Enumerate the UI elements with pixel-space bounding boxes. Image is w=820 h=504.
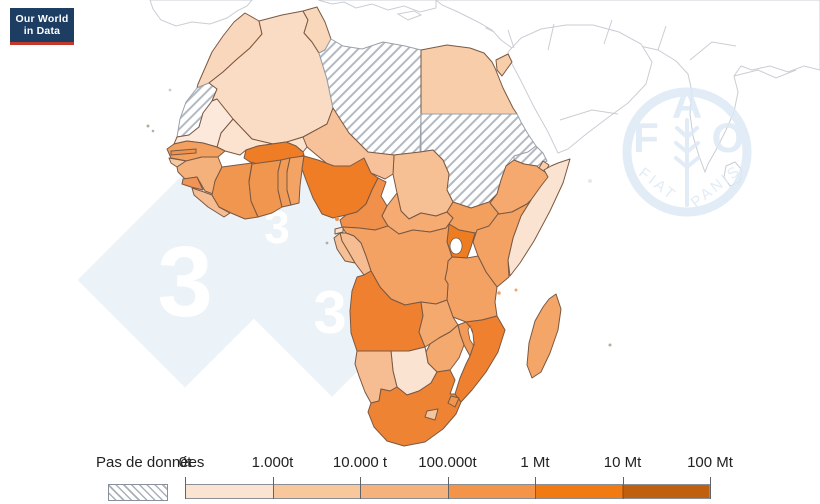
island-zanzibar: [497, 291, 501, 295]
legend-segment-3: [360, 485, 448, 498]
legend-tick-mark-4: [447, 477, 449, 499]
yemen-border: [559, 109, 619, 121]
island-reunion: [608, 343, 612, 347]
islands: [146, 88, 612, 347]
legend-tick-mark-2: [272, 477, 274, 499]
aegean-coast: [317, 0, 437, 13]
owid-logo-line1: Our World: [15, 13, 69, 25]
fao-letter-o: O: [712, 114, 745, 161]
legend-no-data-swatch: [108, 484, 168, 501]
country-kenya[interactable]: [472, 199, 532, 288]
country-equatorial-guinea[interactable]: [334, 226, 344, 235]
legend-tick-mark-1: [185, 477, 186, 499]
legend-tick-mark-7: [710, 477, 711, 499]
island-canary: [168, 88, 172, 92]
crete: [396, 10, 423, 21]
legend-tick-label-2: 1.000t: [251, 454, 294, 471]
country-ghana[interactable]: [248, 159, 283, 218]
country-sierra-leone[interactable]: [181, 176, 204, 191]
lake-victoria: [449, 237, 463, 255]
country-madagascar[interactable]: [526, 293, 562, 379]
legend-segment-6: [621, 485, 710, 498]
diamond-digit-3: 3: [313, 279, 346, 346]
island-cape-verde-2: [151, 129, 155, 133]
owid-logo[interactable]: Our World in Data: [10, 8, 74, 45]
fao-motto-fiat: FIAT: [635, 164, 680, 204]
iberia: [149, 0, 253, 27]
legend-tick-label-3: 10.000 t: [332, 454, 388, 471]
island-comoros: [514, 288, 518, 292]
island-socotra: [588, 179, 592, 183]
legend-segment-2: [273, 485, 361, 498]
fao-ring: [622, 87, 752, 217]
legend-tick-label-1: 0t: [178, 454, 192, 471]
pakistan-border: [689, 41, 737, 61]
legend-tick-mark-3: [360, 477, 361, 499]
country-lesotho[interactable]: [424, 408, 439, 421]
legend-segment-5: [534, 485, 622, 498]
legend-tick-label-5: 1 Mt: [520, 454, 550, 471]
country-south-africa[interactable]: [367, 369, 462, 447]
legend-tick-label-4: 100.000t: [418, 454, 477, 471]
iran-border: [603, 19, 613, 45]
fao-wheat-icon: [674, 118, 700, 207]
legend-tick-label-7: 100 Mt: [687, 454, 733, 471]
country-egypt[interactable]: [420, 44, 518, 115]
legend-no-data-label: Pas de données: [96, 454, 205, 471]
iraq-border: [547, 23, 555, 51]
country-gambia[interactable]: [170, 148, 197, 156]
island-sao-tome: [325, 241, 329, 245]
arabia: [507, 24, 653, 154]
india-north-border: [733, 69, 797, 79]
lakes: [449, 237, 475, 347]
afghan-border: [657, 25, 667, 51]
diamond-digit-1: 3: [157, 226, 213, 338]
fao-letter-f: F: [633, 114, 659, 161]
country-somalia[interactable]: [507, 158, 571, 277]
levant-border: [507, 29, 515, 49]
legend-tick-mark-6: [622, 477, 624, 499]
africa-countries: [166, 6, 571, 447]
legend-tick-label-6: 10 Mt: [603, 454, 642, 471]
island-bioko: [335, 217, 339, 221]
legend-segment-4: [447, 485, 535, 498]
island-cape-verde: [146, 124, 150, 128]
country-gabon[interactable]: [333, 232, 356, 264]
owid-logo-line2: in Data: [23, 25, 61, 37]
legend-tick-mark-5: [535, 477, 536, 499]
legend-segment-1: [186, 485, 274, 498]
country-eswatini[interactable]: [447, 395, 460, 408]
lake-malawi: [467, 325, 475, 347]
diamonds-watermark: 3 3 3: [77, 140, 417, 397]
country-sinai[interactable]: [495, 53, 513, 77]
